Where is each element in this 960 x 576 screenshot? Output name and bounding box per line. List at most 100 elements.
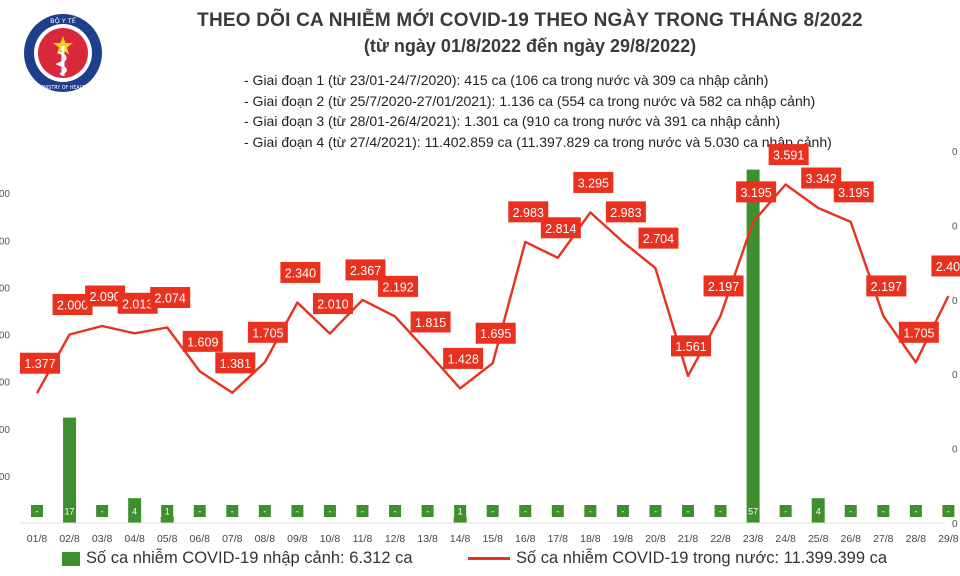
- right-axis-tick-label: 0: [952, 519, 958, 530]
- imported-bar-label: -: [589, 507, 592, 517]
- domestic-value-label: 2.983: [513, 206, 544, 220]
- legend-imported-label: Số ca nhiễm COVID-19 nhập cảnh: 6.312 ca: [86, 549, 413, 567]
- x-axis-tick-label: 06/8: [190, 533, 211, 545]
- x-axis-tick-label: 18/8: [580, 533, 601, 545]
- domestic-value-label-box: [605, 201, 646, 223]
- x-axis-tick-label: 15/8: [482, 533, 503, 545]
- left-axis-tick-label: 000: [0, 189, 10, 200]
- chart-title-block: THEO DÕI CA NHIỄM MỚI COVID-19 THEO NGÀY…: [170, 10, 890, 57]
- right-axis-tick-label: 0: [952, 445, 958, 456]
- imported-bar-label-box: [616, 505, 629, 517]
- imported-bar-label-box: [226, 505, 239, 517]
- svg-text:BỘ Y TẾ: BỘ Y TẾ: [50, 15, 77, 25]
- x-axis-tick-label: 25/8: [808, 533, 829, 545]
- domestic-value-label-box: [117, 292, 158, 314]
- imported-bar-label: -: [296, 507, 299, 517]
- legend-imported: Số ca nhiễm COVID-19 nhập cảnh: 6.312 ca: [62, 549, 413, 568]
- domestic-value-label-box: [345, 259, 386, 281]
- domestic-value-label: 2.409: [936, 260, 960, 274]
- domestic-value-label: 2.192: [382, 280, 413, 294]
- x-axis-tick-label: 02/8: [59, 533, 80, 545]
- left-axis-tick-label: 000: [0, 236, 10, 247]
- domestic-value-label: 2.704: [643, 232, 674, 246]
- phase-note-3: - Giai đoạn 3 (từ 28/01-26/4/2021): 1.30…: [244, 113, 781, 130]
- legend-bar-swatch: [62, 551, 80, 566]
- x-axis-tick-label: 09/8: [287, 533, 308, 545]
- x-axis-tick-label: 26/8: [841, 533, 862, 545]
- left-axis-tick-label: 000: [0, 331, 10, 342]
- domestic-value-label-box: [508, 201, 549, 223]
- imported-bar-label: -: [687, 507, 690, 517]
- domestic-value-label-box: [801, 167, 842, 189]
- domestic-value-label-box: [378, 275, 419, 297]
- domestic-value-label: 2.197: [871, 280, 902, 294]
- imported-bar-label-box: [356, 505, 369, 517]
- imported-bar-label-box: [291, 505, 304, 517]
- imported-bar-label-box: [844, 505, 857, 517]
- phase-note-1: - Giai đoạn 1 (từ 23/01-24/7/2020): 415 …: [244, 72, 769, 88]
- imported-bar: [453, 516, 467, 523]
- imported-bar-label: -: [524, 507, 527, 517]
- x-axis-tick-label: 21/8: [678, 533, 699, 545]
- imported-bar-label-box: [714, 505, 727, 517]
- x-axis-tick-label: 14/8: [450, 533, 471, 545]
- phase-note-2: - Giai đoạn 2 (từ 25/7/2020-27/01/2021):…: [244, 92, 816, 109]
- domestic-cases-line: [35, 183, 950, 394]
- imported-bar-label: -: [621, 507, 624, 517]
- phase-notes: - Giai đoạn 1 (từ 23/01-24/7/2020): 415 …: [244, 70, 832, 152]
- domestic-value-label-box: [280, 261, 321, 283]
- x-axis-tick-label: 20/8: [645, 533, 666, 545]
- domestic-value-label: 2.010: [317, 298, 348, 312]
- domestic-value-label: 2.074: [155, 292, 186, 306]
- domestic-value-label-box: [475, 322, 516, 344]
- domestic-value-label-box: [247, 321, 288, 343]
- x-axis-tick-label: 08/8: [255, 533, 276, 545]
- domestic-value-label-box: [671, 335, 711, 357]
- legend-line-swatch: [468, 557, 510, 560]
- imported-bar-label-box: [128, 505, 141, 517]
- domestic-value-label: 1.609: [187, 335, 218, 349]
- x-axis-tick-label: 03/8: [92, 533, 113, 545]
- x-axis-tick-label: 04/8: [124, 533, 145, 545]
- right-axis-tick-label: 0: [952, 221, 958, 232]
- imported-bar-label-box: [96, 505, 109, 517]
- imported-bar-label: -: [36, 507, 39, 517]
- imported-bar-label-box: [942, 505, 955, 517]
- x-axis-tick-label: 22/8: [710, 533, 731, 545]
- domestic-value-label-box: [833, 181, 874, 203]
- legend-domestic-label: Số ca nhiễm COVID-19 trong nước: 11.399.…: [516, 549, 888, 567]
- left-axis-tick-label: 000: [0, 283, 10, 294]
- left-axis-tick-label: 000: [0, 472, 10, 483]
- imported-bar-label: -: [719, 507, 722, 517]
- domestic-value-label-box: [638, 227, 679, 249]
- domestic-value-label: 3.342: [806, 172, 837, 186]
- domestic-value-label: 1.381: [220, 357, 251, 371]
- imported-bar-label-box: [779, 505, 792, 517]
- svg-text:MINISTRY OF HEALTH: MINISTRY OF HEALTH: [38, 85, 89, 91]
- imported-bar: [160, 516, 174, 523]
- imported-bar-label-box: [258, 505, 271, 517]
- domestic-value-label: 1.705: [903, 326, 934, 340]
- imported-bar-label: 1: [165, 507, 170, 517]
- x-axis-tick-label: 24/8: [775, 533, 796, 545]
- imported-bar: [746, 169, 760, 523]
- imported-bar-label: -: [231, 507, 234, 517]
- x-axis-tick-label: 28/8: [906, 533, 927, 545]
- x-axis-tick-label: 01/8: [27, 533, 48, 545]
- chart-title: THEO DÕI CA NHIỄM MỚI COVID-19 THEO NGÀY…: [197, 10, 863, 31]
- imported-bar-label: -: [882, 507, 885, 517]
- domestic-value-label: 1.377: [24, 357, 55, 371]
- imported-bar-label-box: [812, 505, 825, 517]
- domestic-value-label: 1.561: [675, 340, 706, 354]
- imported-bar-label-box: [454, 505, 467, 517]
- imported-bar-label: -: [426, 507, 429, 517]
- left-axis-tick-label: 000: [0, 378, 10, 389]
- imported-bar-label: -: [198, 507, 201, 517]
- imported-bar-label-box: [193, 505, 206, 517]
- imported-bar-label: -: [101, 507, 104, 517]
- imported-bar-label: 4: [132, 507, 137, 517]
- imported-bar-label: -: [263, 507, 266, 517]
- imported-bar-label-box: [682, 505, 694, 517]
- right-axis-tick-label: 0: [952, 370, 958, 381]
- imported-bar-label-box: [63, 505, 76, 517]
